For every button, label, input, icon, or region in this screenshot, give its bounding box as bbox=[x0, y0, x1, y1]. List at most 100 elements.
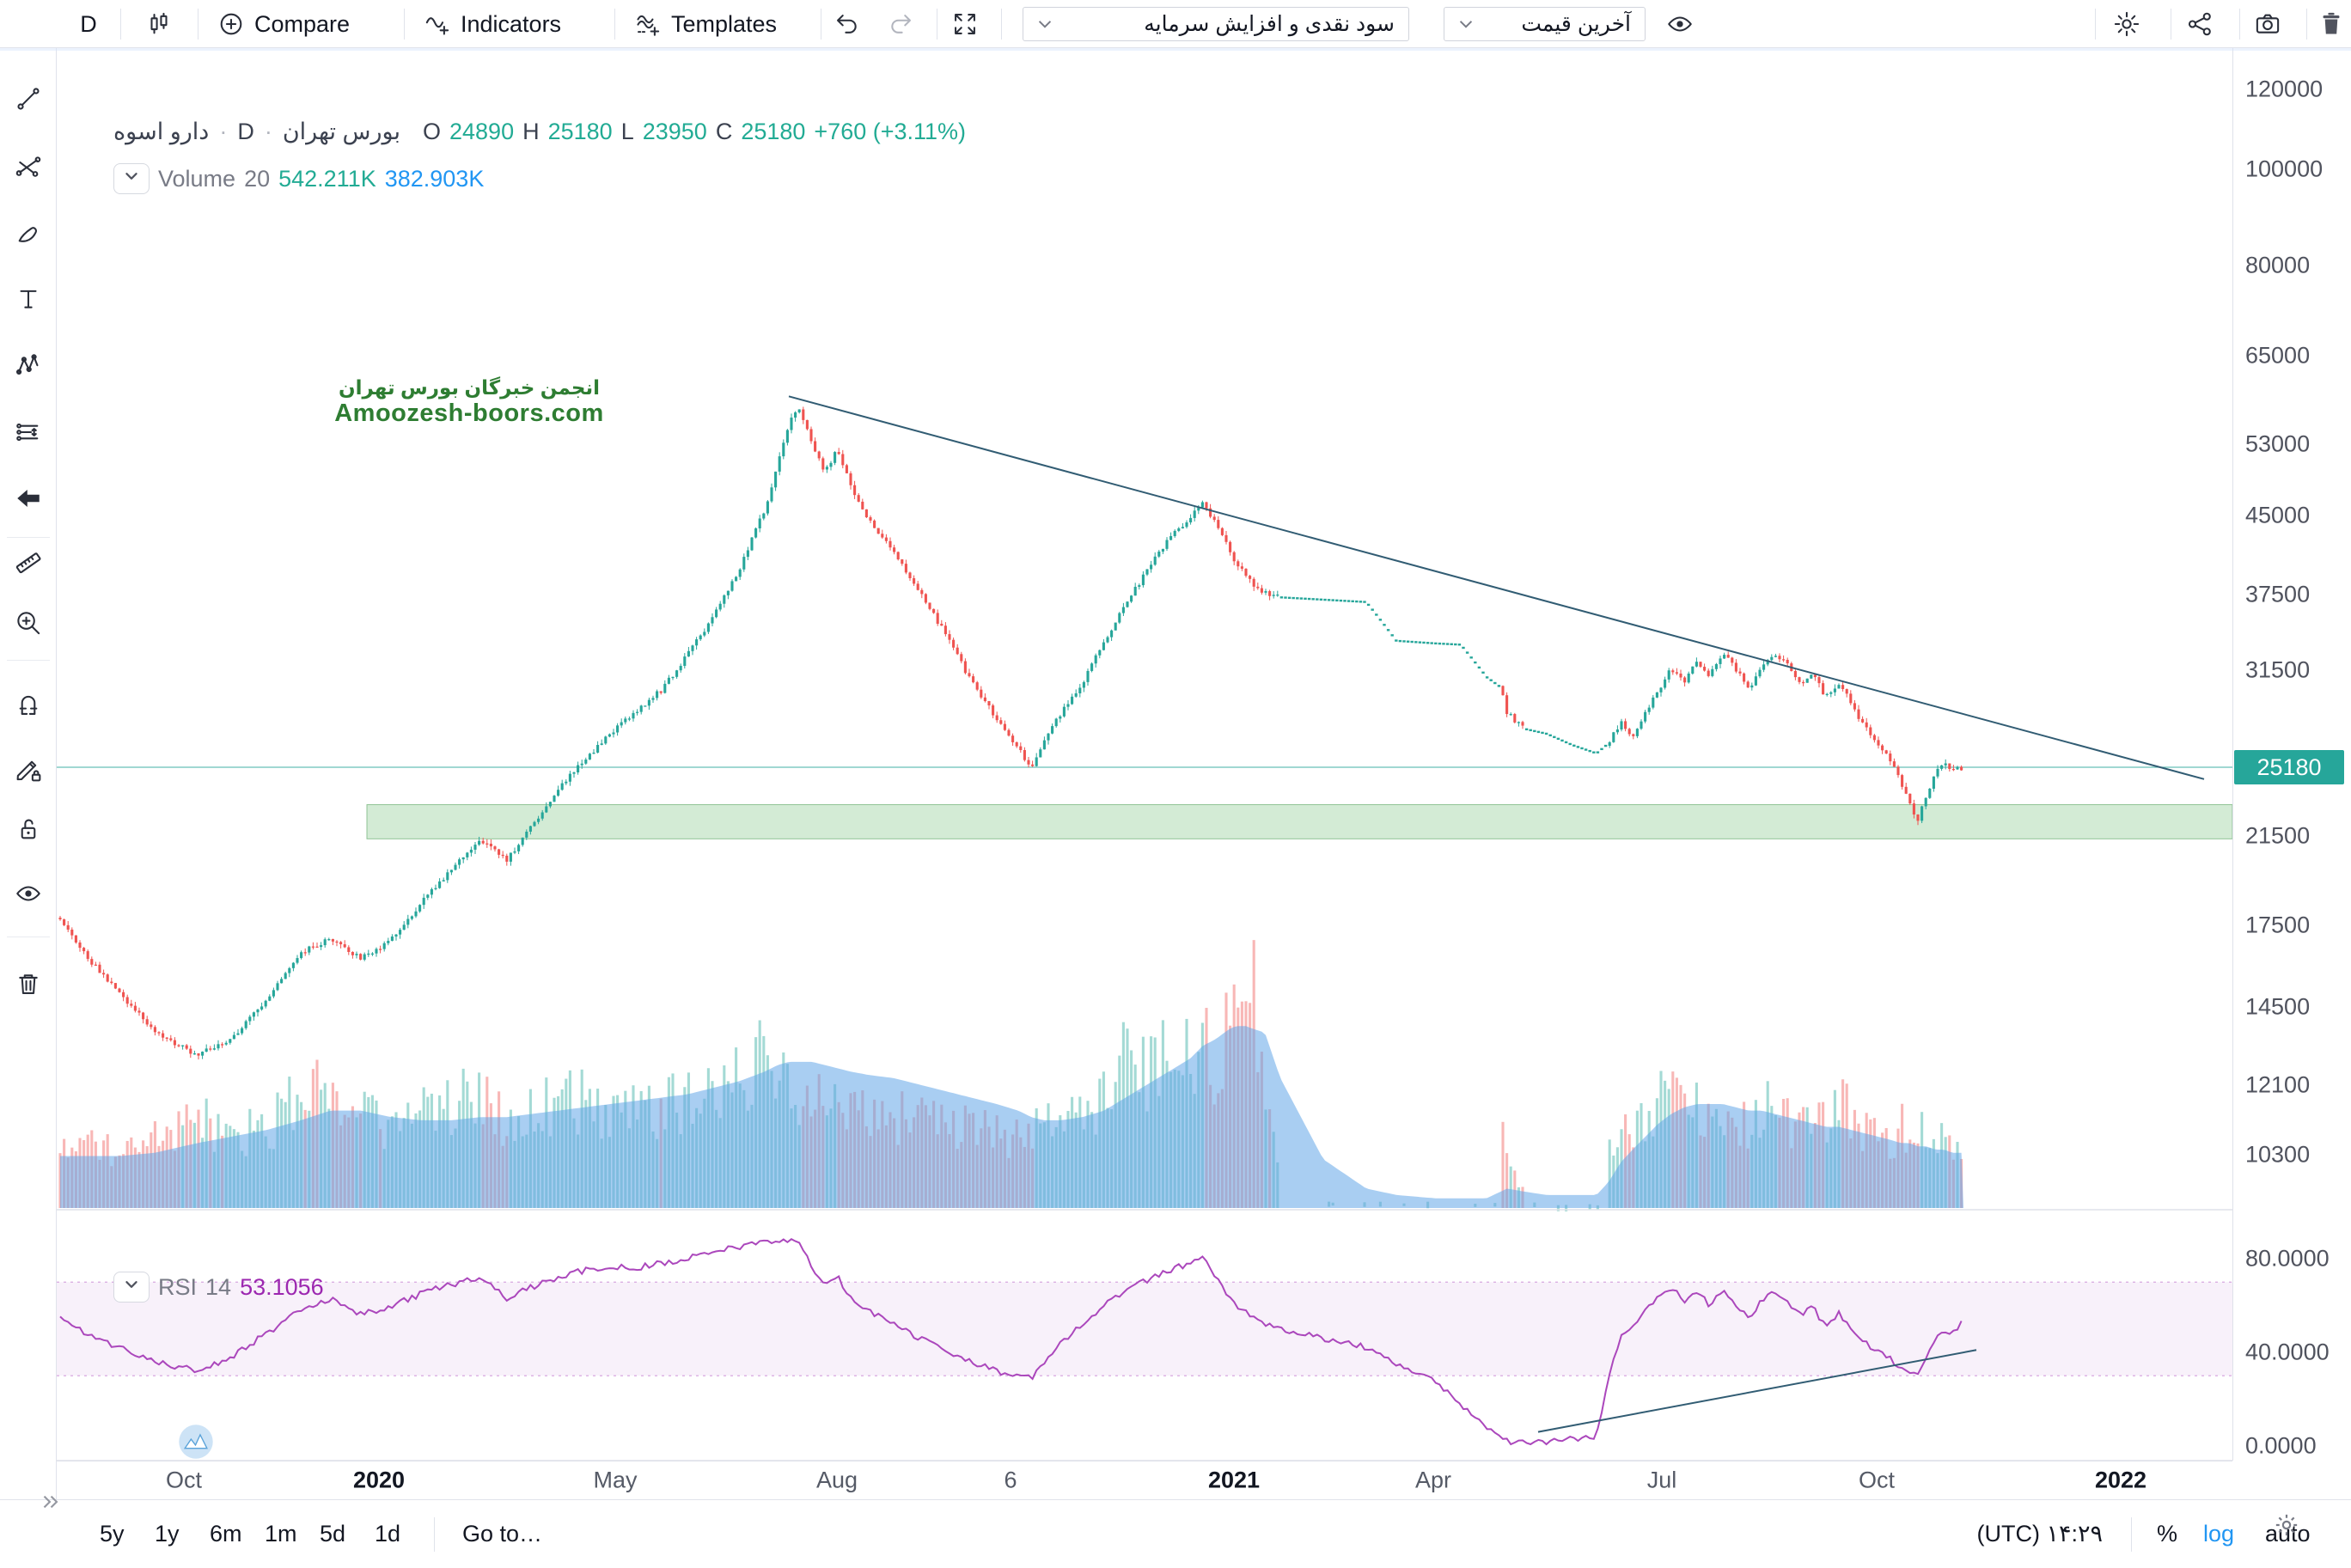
settings-button[interactable] bbox=[2112, 0, 2141, 48]
clock[interactable]: ۱۴:۲۹ (UTC) bbox=[1925, 1500, 2110, 1568]
candle-body bbox=[1047, 733, 1050, 741]
time-axis[interactable]: Oct 2020 May Aug 6 2021 Apr Jul Oct 2022 bbox=[57, 1461, 2232, 1499]
price-axis[interactable]: 120000 100000 80000 65000 53000 45000 37500 315… bbox=[2232, 48, 2351, 1461]
hide-drawings-icon[interactable] bbox=[11, 876, 46, 911]
share-button[interactable] bbox=[2185, 0, 2214, 48]
corporate-actions-value: سود نقدی و افزایش سرمایه bbox=[1144, 12, 1395, 36]
candle-body bbox=[1256, 586, 1260, 589]
indicators-button[interactable]: Indicators bbox=[423, 0, 561, 48]
candle-body bbox=[837, 452, 840, 455]
time-axis-label: Oct bbox=[1858, 1467, 1896, 1493]
stay-in-drawing-mode-icon[interactable] bbox=[11, 752, 46, 786]
auto-scale-button[interactable]: auto bbox=[2258, 1500, 2317, 1568]
candle-body bbox=[1869, 727, 1872, 735]
candle-body bbox=[1948, 763, 1951, 769]
axis-settings-gear-icon[interactable] bbox=[2272, 1510, 2301, 1544]
visibility-button[interactable] bbox=[1665, 0, 1695, 48]
pattern-tool-icon[interactable] bbox=[11, 348, 46, 382]
snapshot-button[interactable] bbox=[2253, 0, 2282, 48]
indicator-logo-icon[interactable] bbox=[175, 1421, 217, 1462]
lock-drawings-icon[interactable] bbox=[11, 812, 46, 846]
remove-objects-icon[interactable] bbox=[11, 967, 46, 1001]
range-button-1m[interactable]: 1m bbox=[265, 1521, 297, 1547]
chart-canvas[interactable]: دارو اسوه · D · بورس تهران O 24890 H 251… bbox=[57, 48, 2232, 1461]
candle-body bbox=[632, 712, 635, 719]
undo-button[interactable] bbox=[832, 0, 861, 48]
support-zone[interactable] bbox=[366, 804, 2232, 839]
rsi-label[interactable]: RSI bbox=[158, 1273, 198, 1300]
candle-body bbox=[1640, 721, 1643, 729]
candle-body bbox=[802, 409, 805, 420]
trend-line-tool-icon[interactable] bbox=[11, 82, 46, 116]
candle-body bbox=[1173, 530, 1176, 536]
candle-body bbox=[987, 701, 991, 706]
candle-body bbox=[1956, 766, 1959, 770]
flat-candle bbox=[1485, 676, 1489, 679]
candle-body bbox=[1837, 685, 1841, 689]
magnet-tool-icon[interactable] bbox=[11, 687, 46, 722]
range-button-1y[interactable]: 1y bbox=[155, 1521, 180, 1547]
candle-body bbox=[580, 763, 583, 766]
rsi-trendline[interactable] bbox=[1537, 1349, 1977, 1433]
candle-body bbox=[1644, 711, 1647, 722]
candle-body bbox=[58, 918, 62, 920]
range-button-6m[interactable]: 6m bbox=[210, 1521, 242, 1547]
descending-trendline[interactable] bbox=[788, 395, 2205, 780]
price-mode-value: آخرین قیمت bbox=[1521, 12, 1631, 36]
price-mode-dropdown[interactable]: آخرین قیمت bbox=[1444, 7, 1646, 41]
delete-button[interactable] bbox=[2317, 0, 2346, 48]
chart-style-button[interactable] bbox=[120, 0, 198, 48]
volume-collapse-button[interactable] bbox=[113, 163, 150, 194]
log-scale-button[interactable]: log bbox=[2196, 1500, 2241, 1568]
share-icon bbox=[2185, 9, 2214, 39]
fullscreen-button[interactable] bbox=[950, 0, 980, 48]
pane-expand-icon[interactable] bbox=[38, 1489, 64, 1519]
brush-tool-icon[interactable] bbox=[11, 215, 46, 249]
price-axis-label: 17500 bbox=[2245, 912, 2311, 938]
ohlc-high-letter: H bbox=[522, 119, 540, 144]
goto-button[interactable]: Go to… bbox=[455, 1500, 549, 1568]
rsi-axis-label: 40.0000 bbox=[2245, 1339, 2330, 1365]
candle-body bbox=[975, 682, 979, 690]
range-button-5d[interactable]: 5d bbox=[320, 1521, 346, 1547]
fibonacci-tool-icon[interactable] bbox=[11, 148, 46, 182]
candle-body bbox=[600, 743, 603, 746]
candle-body bbox=[940, 623, 943, 626]
corporate-actions-dropdown[interactable]: سود نقدی و افزایش سرمایه bbox=[1023, 7, 1409, 41]
candle-body bbox=[540, 812, 544, 819]
compare-button[interactable]: Compare bbox=[217, 0, 350, 48]
volume-label[interactable]: Volume bbox=[158, 165, 236, 192]
text-tool-icon[interactable] bbox=[11, 282, 46, 316]
projection-tool-icon[interactable] bbox=[11, 415, 46, 449]
candle-body bbox=[125, 997, 129, 1004]
flat-candle bbox=[1406, 640, 1410, 643]
range-button-1d[interactable]: 1d bbox=[375, 1521, 401, 1547]
candle-body bbox=[1726, 655, 1730, 658]
range-button-5y[interactable]: 5y bbox=[100, 1521, 125, 1547]
candle-body bbox=[565, 781, 568, 784]
candle-body bbox=[1200, 502, 1204, 508]
candle-body bbox=[1185, 522, 1188, 528]
volume-ma-value: 382.903K bbox=[384, 165, 485, 192]
interval-button[interactable]: D bbox=[57, 0, 120, 48]
candle-body bbox=[1714, 663, 1718, 669]
symbol-name[interactable]: دارو اسوه bbox=[113, 119, 210, 144]
rsi-collapse-button[interactable] bbox=[113, 1272, 150, 1303]
zoom-in-tool-icon[interactable] bbox=[11, 606, 46, 640]
percent-scale-button[interactable]: % bbox=[2150, 1500, 2184, 1568]
redo-button[interactable] bbox=[887, 0, 916, 48]
measure-tool-icon[interactable] bbox=[11, 546, 46, 580]
candle-body bbox=[881, 534, 884, 538]
candle-body bbox=[1062, 706, 1066, 717]
candle-body bbox=[268, 996, 272, 1001]
candle-body bbox=[545, 806, 548, 813]
candle-body bbox=[1007, 729, 1011, 736]
candle-body bbox=[1229, 541, 1232, 552]
templates-button[interactable]: Templates bbox=[633, 0, 777, 48]
candle-body bbox=[963, 661, 967, 674]
candle-body bbox=[983, 697, 986, 702]
volume-bar bbox=[1608, 1139, 1611, 1208]
candle-body bbox=[394, 934, 398, 937]
candle-body bbox=[683, 656, 687, 667]
arrow-marker-tool-icon[interactable] bbox=[11, 481, 46, 516]
